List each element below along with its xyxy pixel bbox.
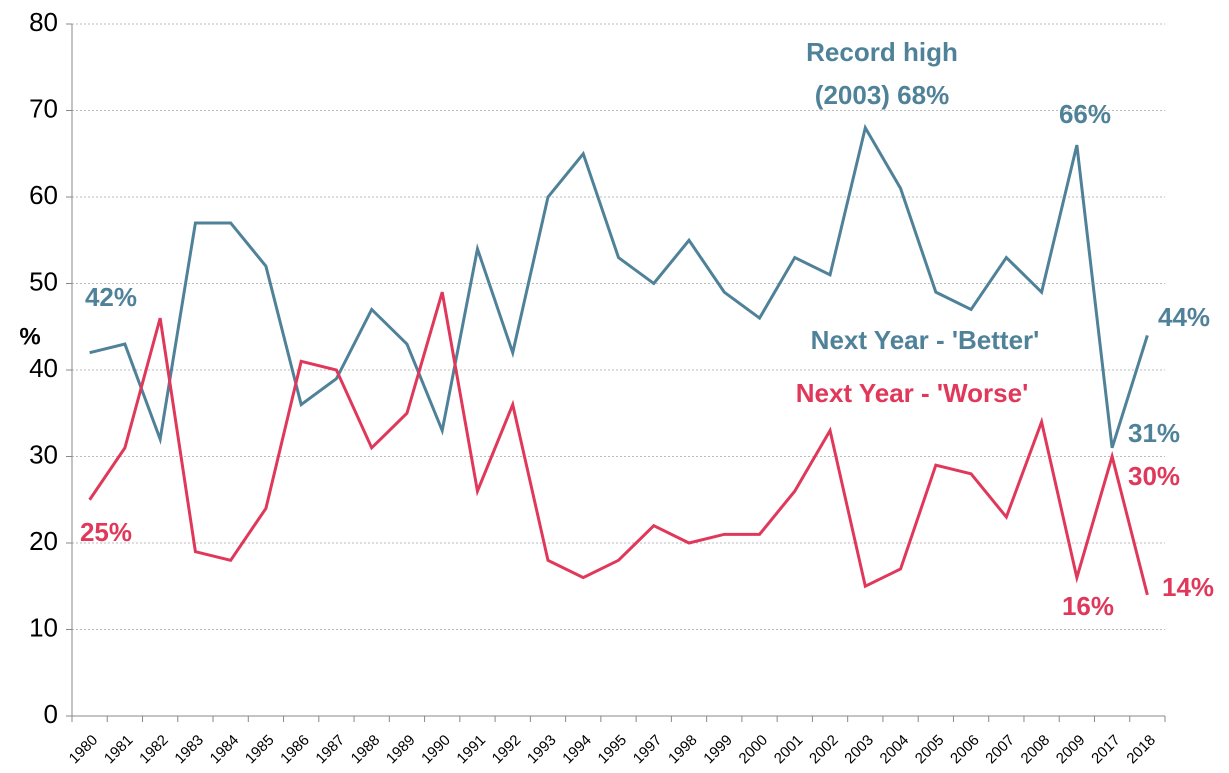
x-tick-label: 1991 (453, 732, 489, 768)
x-tick-label: 2009 (1053, 732, 1089, 768)
x-tick-label: 1985 (242, 732, 278, 768)
x-tick-label: 1997 (630, 732, 666, 768)
x-tick-label: 2000 (736, 732, 772, 768)
x-tick-label: 1987 (312, 732, 348, 768)
x-tick-label: 2005 (912, 732, 948, 768)
annotation: 44% (1158, 302, 1210, 332)
y-axis-label: % (19, 323, 40, 350)
annotation: Record high (806, 37, 958, 67)
x-tick-label: 1989 (383, 732, 419, 768)
y-tick-label: 10 (29, 612, 58, 642)
y-tick-label: 60 (29, 180, 58, 210)
x-tick-label: 1986 (277, 732, 313, 768)
annotation: 66% (1059, 99, 1111, 129)
y-tick-label: 70 (29, 93, 58, 123)
x-tick-label: 1984 (207, 732, 243, 768)
y-tick-label: 80 (29, 7, 58, 37)
x-tick-label: 1992 (489, 732, 525, 768)
x-tick-label: 1980 (66, 732, 102, 768)
y-tick-label: 20 (29, 526, 58, 556)
x-tick-label: 1999 (700, 732, 736, 768)
annotation: 30% (1128, 461, 1180, 491)
x-tick-label: 2001 (771, 732, 807, 768)
x-tick-label: 1981 (101, 732, 137, 768)
annotation: (2003) 68% (815, 80, 949, 110)
annotation: 31% (1128, 418, 1180, 448)
x-tick-label: 2008 (1018, 732, 1054, 768)
y-tick-label: 50 (29, 266, 58, 296)
annotation: 25% (80, 517, 132, 547)
x-tick-label: 1994 (559, 732, 595, 768)
x-tick-label: 2007 (982, 732, 1018, 768)
annotation: 16% (1062, 591, 1114, 621)
x-tick-label: 1993 (524, 732, 560, 768)
x-tick-label: 1982 (136, 732, 172, 768)
annotation: 42% (85, 282, 137, 312)
x-tick-label: 2003 (841, 732, 877, 768)
series-line (89, 123, 1149, 449)
x-tick-label: 2002 (806, 732, 842, 768)
annotation: 14% (1162, 572, 1214, 602)
x-tick-label: 2018 (1123, 732, 1159, 768)
legend-label: Next Year - 'Worse' (796, 378, 1029, 408)
x-tick-label: 2006 (947, 732, 983, 768)
x-tick-label: 1983 (171, 732, 207, 768)
legend-label: Next Year - 'Better' (811, 325, 1040, 355)
series-line (88, 291, 1149, 596)
x-tick-label: 1990 (418, 732, 454, 768)
y-tick-label: 30 (29, 439, 58, 469)
x-tick-label: 2017 (1088, 732, 1124, 768)
y-tick-label: 0 (44, 699, 58, 729)
x-tick-label: 1998 (665, 732, 701, 768)
x-tick-label: 1995 (595, 732, 631, 768)
y-tick-label: 40 (29, 353, 58, 383)
x-tick-label: 1988 (348, 732, 384, 768)
x-tick-label: 2004 (877, 732, 913, 768)
